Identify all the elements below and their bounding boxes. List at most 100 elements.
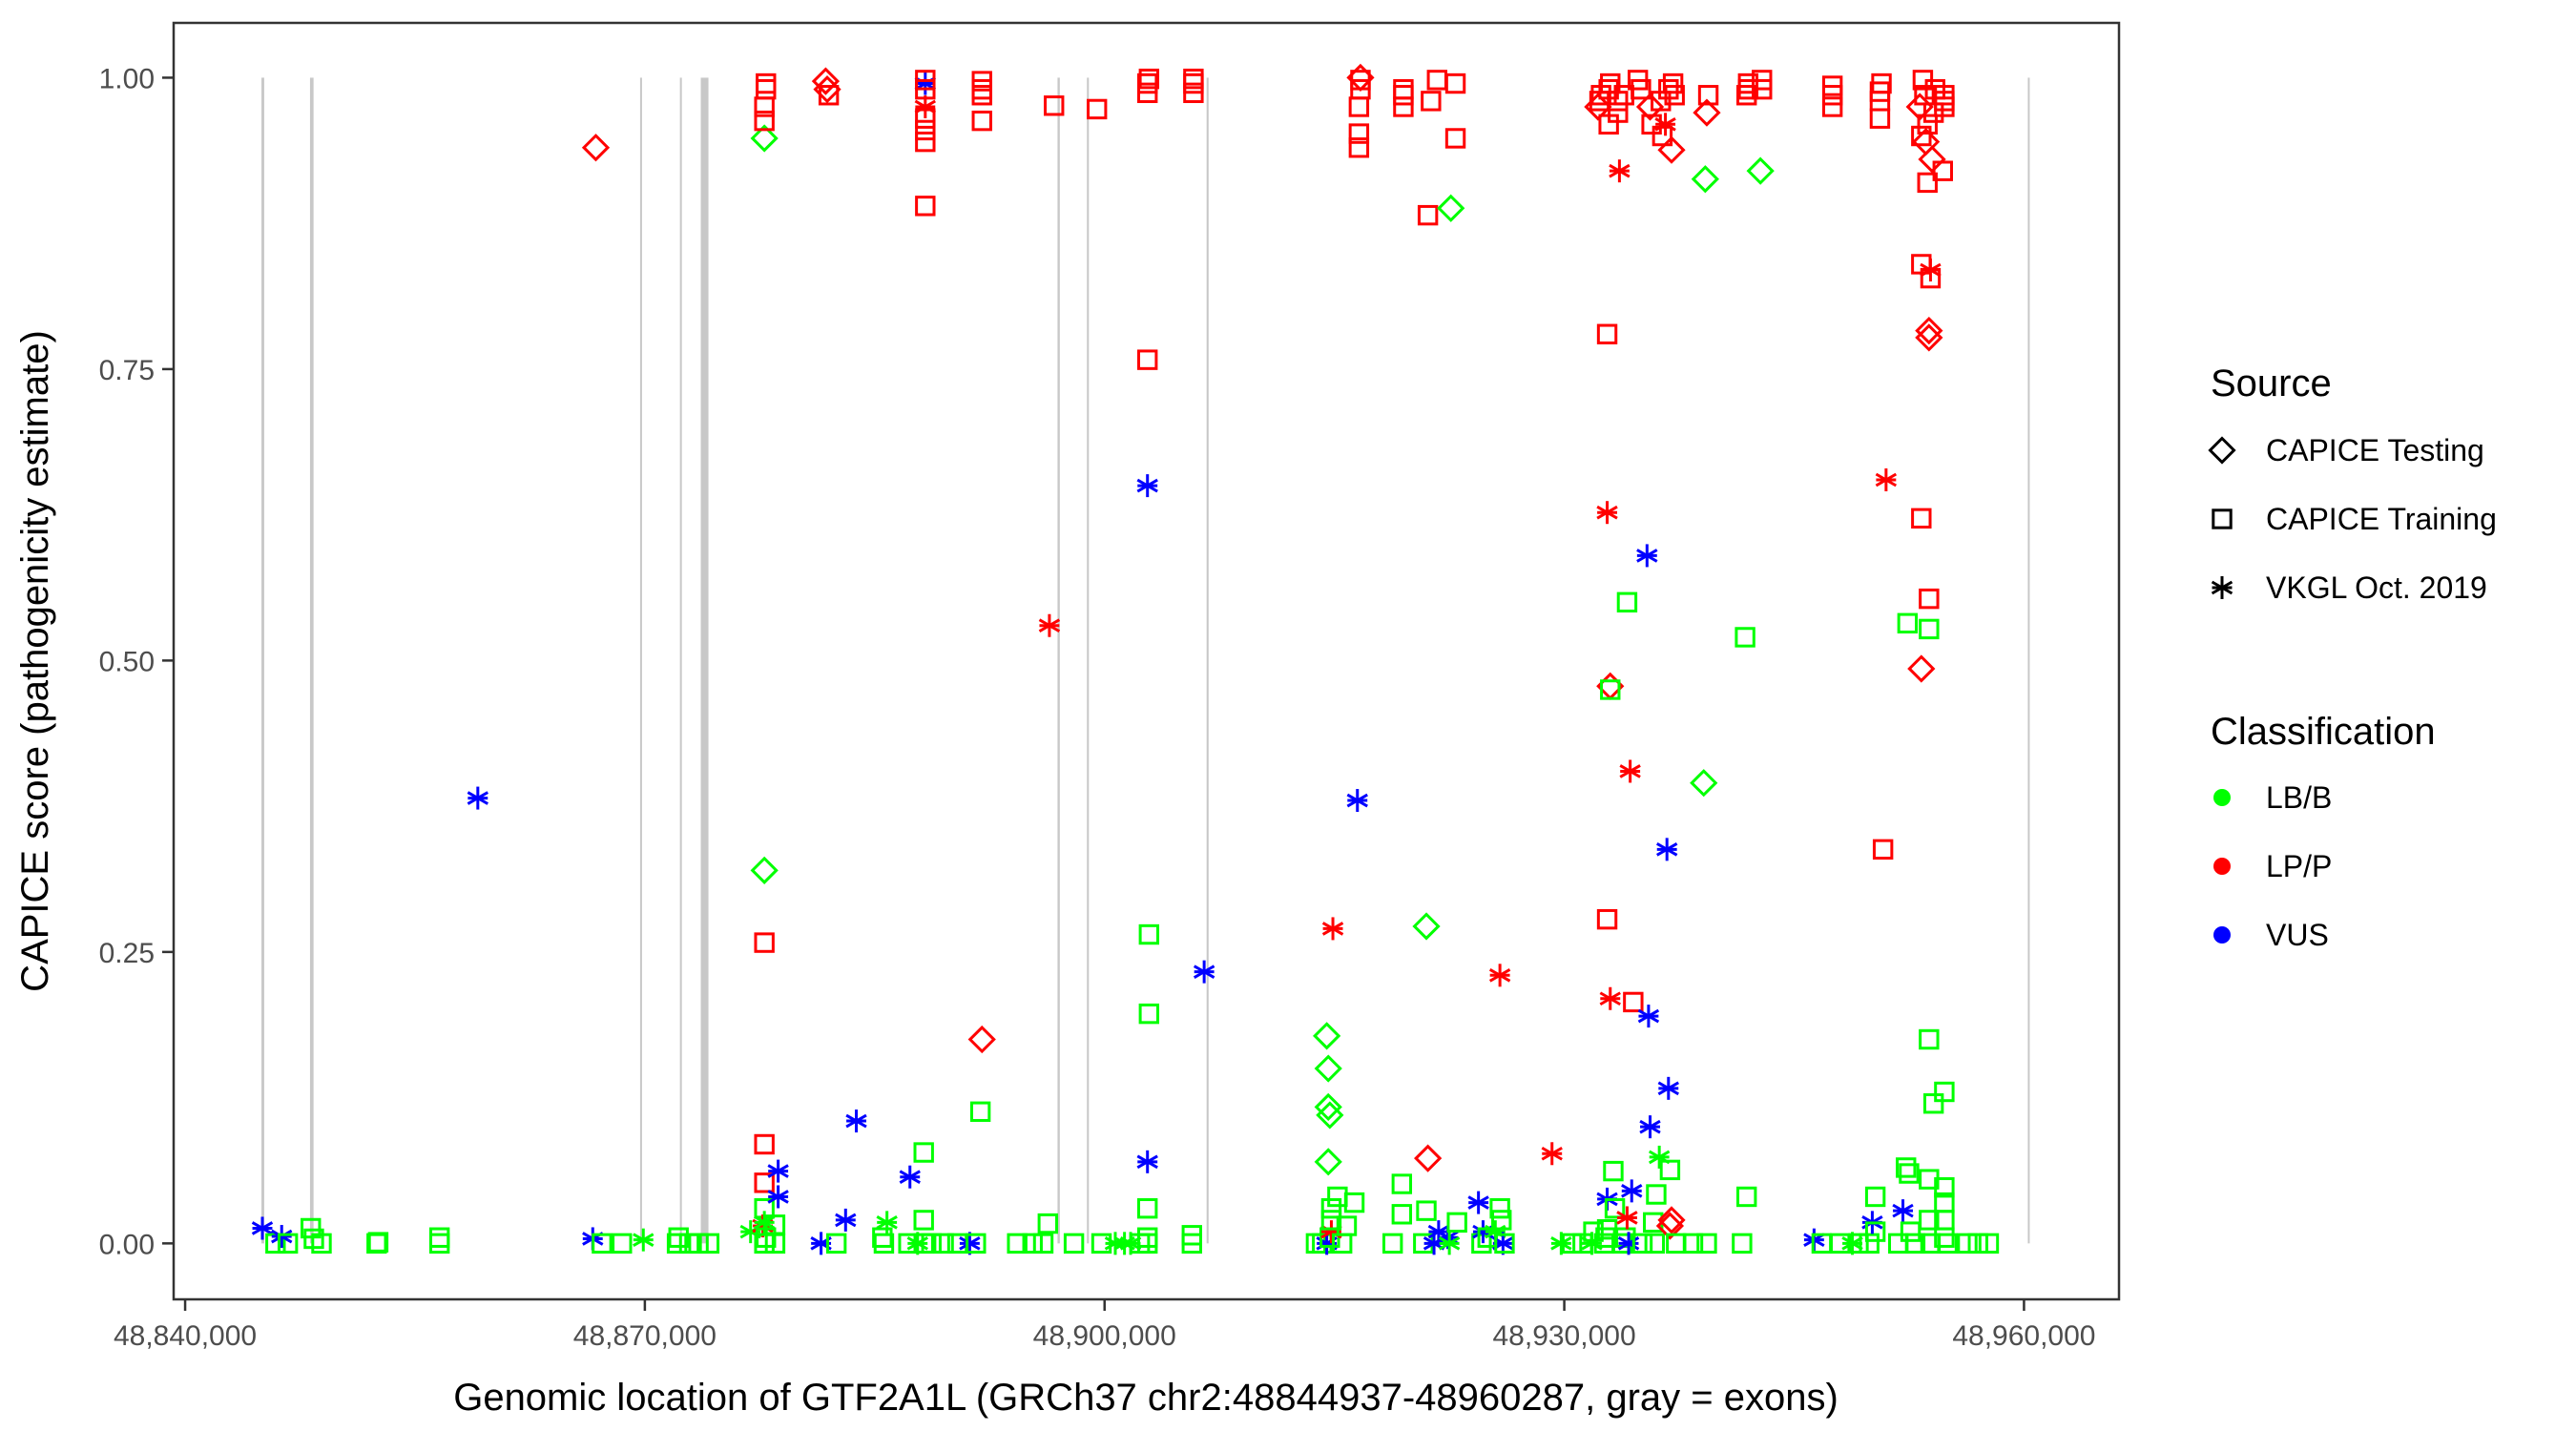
data-point (1346, 789, 1368, 813)
data-point (1137, 73, 1158, 94)
data-point (1657, 1076, 1679, 1100)
legend: Source CAPICE Testing CAPICE Training VKGL… (2208, 363, 2497, 952)
data-point (754, 1133, 775, 1155)
y-tick-label: 0.00 (99, 1229, 155, 1260)
exon-band (639, 77, 642, 1244)
data-point (1561, 1233, 1583, 1255)
data-point (1691, 165, 1719, 194)
data-point (633, 1228, 654, 1252)
data-point (1471, 1233, 1492, 1255)
data-point (1919, 588, 1940, 610)
data-point (1693, 98, 1721, 127)
data-point (1752, 70, 1773, 91)
y-tick-label: 0.75 (99, 355, 155, 386)
data-point (899, 1165, 921, 1189)
data-point (915, 196, 936, 217)
data-point (811, 67, 841, 95)
data-point (1934, 1227, 1955, 1248)
legend-title-source: Source (2211, 363, 2332, 404)
x-tick-label: 48,930,000 (1492, 1320, 1635, 1352)
data-point (1631, 1233, 1653, 1255)
data-point (756, 73, 777, 94)
x-tick-label: 48,960,000 (1952, 1320, 2095, 1352)
data-point (913, 1142, 934, 1163)
data-point (1821, 75, 1843, 96)
data-point (845, 1110, 867, 1133)
data-point (1934, 91, 1955, 112)
exon-band (309, 77, 314, 1244)
data-point (1608, 91, 1629, 112)
legend-class-entries: LB/B LP/P VUS (2213, 780, 2332, 952)
data-point (1621, 1179, 1643, 1203)
data-point (1915, 316, 1943, 345)
data-point (1137, 1227, 1158, 1248)
data-point (1957, 1233, 1978, 1255)
data-point (915, 131, 936, 153)
data-point (1919, 1210, 1940, 1231)
data-point (754, 1233, 775, 1255)
exon-band (1206, 77, 1209, 1244)
data-point (1087, 98, 1108, 120)
data-point (1609, 159, 1631, 183)
data-point (1596, 323, 1618, 344)
data-point (1737, 73, 1759, 94)
data-point (1918, 145, 1946, 174)
data-point (271, 1225, 293, 1249)
exons-layer (261, 77, 2030, 1244)
data-point (1922, 102, 1944, 123)
data-point (764, 1214, 786, 1235)
exon-band (1087, 77, 1090, 1244)
x-tick-label: 48,900,000 (1033, 1320, 1176, 1352)
x-tick-label: 48,870,000 (573, 1320, 717, 1352)
data-point (835, 1208, 857, 1232)
data-point (825, 1233, 847, 1255)
data-point (1631, 78, 1652, 100)
data-point (1864, 1221, 1886, 1242)
data-point (1416, 1200, 1437, 1221)
data-point (971, 110, 992, 132)
exon-band (261, 77, 264, 1244)
data-point (1920, 267, 1942, 289)
data-point (913, 1210, 934, 1231)
x-axis: 48,840,000 48,870,000 48,900,000 48,930,000… (114, 1299, 2095, 1352)
exon-band (2027, 77, 2030, 1244)
data-point (1732, 1233, 1753, 1255)
data-point (1639, 1115, 1661, 1139)
data-point (301, 1217, 322, 1239)
data-point (750, 124, 779, 153)
data-point (581, 134, 611, 162)
data-point (1417, 204, 1439, 226)
data-point (1696, 1233, 1717, 1255)
data-point (1343, 1192, 1365, 1213)
data-point (1600, 679, 1621, 700)
exon-band (679, 77, 682, 1244)
data-point (754, 1172, 775, 1193)
data-point (1136, 474, 1158, 498)
y-axis: 0.00 0.25 0.50 0.75 1.00 (99, 63, 174, 1260)
legend-title-classification: Classification (2211, 711, 2436, 753)
data-point (1137, 1197, 1158, 1219)
data-point (1193, 960, 1215, 984)
x-tick-label: 48,840,000 (114, 1320, 257, 1352)
data-point (1137, 349, 1158, 370)
y-tick-label: 1.00 (99, 63, 155, 94)
data-point (1892, 1199, 1914, 1223)
data-point (754, 110, 775, 132)
data-point (767, 1159, 789, 1183)
data-point (1346, 63, 1375, 93)
data-point (1138, 1003, 1160, 1025)
data-point (1646, 1184, 1667, 1205)
data-point (1821, 96, 1843, 117)
data-point (1321, 917, 1344, 941)
data-point (1136, 1150, 1158, 1173)
data-point (1348, 137, 1370, 158)
data-point (1619, 759, 1641, 783)
data-point (612, 1233, 633, 1255)
legend-key-square-icon (2212, 508, 2233, 529)
data-point (1690, 769, 1718, 798)
data-point (966, 1233, 987, 1255)
data-point (592, 1233, 613, 1255)
data-point (1915, 323, 1943, 352)
